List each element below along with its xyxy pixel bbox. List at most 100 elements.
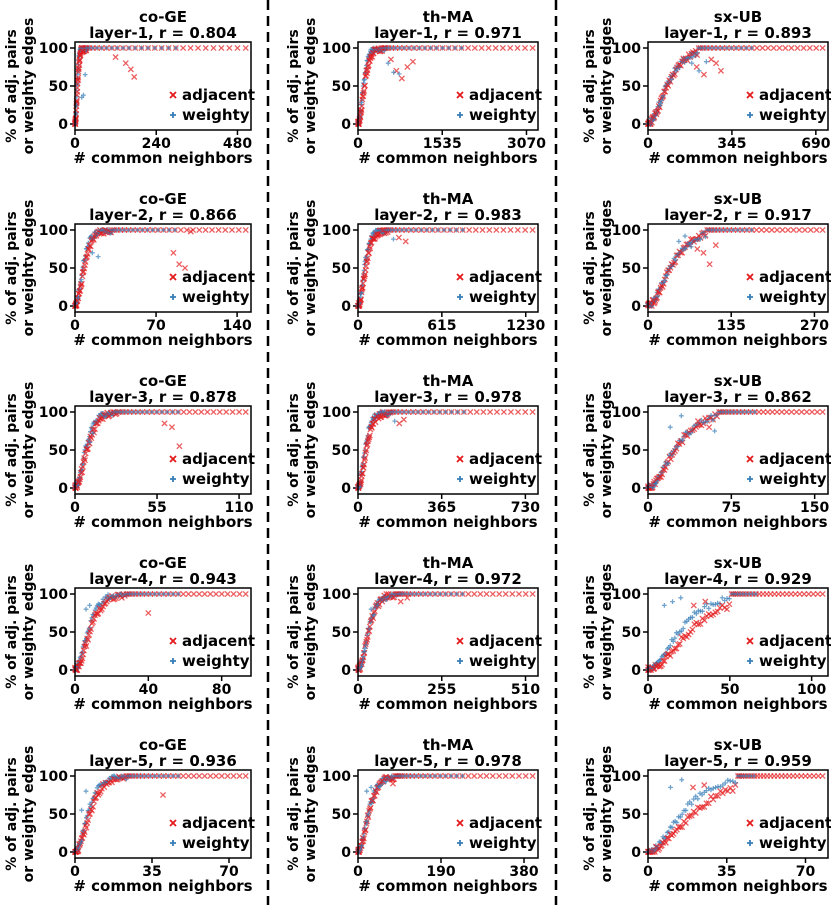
x-axis-label: # common neighbors <box>358 877 537 895</box>
y-tick-label: 50 <box>49 79 69 95</box>
y-tick-label: 50 <box>49 625 69 641</box>
weighty-point <box>165 773 171 779</box>
chart-title-dataset: co-GE <box>139 372 187 390</box>
x-tick-label: 0 <box>353 864 363 880</box>
adjacent-point <box>235 226 242 234</box>
x-axis-label: # common neighbors <box>648 149 827 167</box>
weighty-point <box>441 227 447 233</box>
legend: adjacent weighty <box>456 86 542 124</box>
legend-adjacent-label: adjacent <box>759 86 831 104</box>
adjacent-point <box>176 261 183 268</box>
adjacent-point <box>692 809 699 817</box>
adjacent-point <box>682 819 689 827</box>
legend: adjacent weighty <box>169 86 255 124</box>
adjacent-point <box>515 590 523 598</box>
adjacent-point <box>805 590 812 598</box>
x-tick-label: 0 <box>353 318 363 334</box>
chart-title-dataset: th-MA <box>423 190 474 208</box>
y-tick-label: 0 <box>341 663 351 679</box>
adjacent-point <box>483 590 490 598</box>
adjacent-point <box>487 408 494 416</box>
weighty-point <box>164 409 170 415</box>
legend-adjacent-marker <box>746 455 754 463</box>
y-axis-label-line2: or weighty edges <box>599 382 615 519</box>
adjacent-point <box>187 44 194 52</box>
weighty-point <box>726 227 732 233</box>
weighty-point <box>748 409 753 415</box>
adjacent-point <box>814 408 821 416</box>
legend: adjacent weighty <box>746 268 831 306</box>
y-axis-label-line1: % of adj. pairs <box>582 575 598 688</box>
x-axis-label: # common neighbors <box>648 695 827 713</box>
legend-adjacent-label: adjacent <box>469 632 542 650</box>
y-tick-label: 100 <box>39 41 68 57</box>
y-axis-label-line2: or weighty edges <box>21 382 37 519</box>
adjacent-point <box>493 226 500 234</box>
adjacent-point <box>76 57 83 64</box>
adjacent-point <box>366 432 373 439</box>
plot-area-frame <box>74 405 252 495</box>
weighty-point <box>680 626 686 631</box>
x-axis-label: # common neighbors <box>648 513 827 531</box>
adjacent-point <box>224 772 231 780</box>
plot-area-frame <box>647 223 829 313</box>
adjacent-point <box>370 615 377 622</box>
adjacent-point <box>395 234 402 241</box>
adjacent-point <box>362 826 369 833</box>
weighty-point <box>744 409 749 415</box>
chart-title-dataset: sx-UB <box>714 554 762 572</box>
adjacent-point <box>398 75 405 82</box>
adjacent-point <box>170 249 177 256</box>
adjacent-point <box>87 626 94 633</box>
plot-area-frame <box>647 41 829 131</box>
y-axis-label-line1: % of adj. pairs <box>582 211 598 324</box>
legend: adjacent weighty <box>169 632 255 670</box>
adjacent-point <box>400 416 407 423</box>
adjacent-point <box>478 44 485 52</box>
legend-weighty-label: weighty <box>469 834 537 852</box>
adjacent-point <box>764 408 771 416</box>
y-tick-label: 100 <box>322 587 351 603</box>
weighty-point <box>368 785 374 790</box>
adjacent-point <box>706 261 713 268</box>
adjacent-point <box>222 226 229 234</box>
weighty-point <box>95 254 101 259</box>
plot-area-frame <box>357 223 539 313</box>
weighty-point <box>689 60 695 66</box>
adjacent-point <box>661 657 668 665</box>
weighty-point <box>679 777 685 783</box>
y-tick-label: 0 <box>341 481 351 497</box>
legend-adjacent-label: adjacent <box>469 268 542 286</box>
legend: adjacent weighty <box>746 814 831 852</box>
chart-title-layer: layer-1, r = 0.893 <box>664 24 812 42</box>
plot-area-frame <box>357 769 539 859</box>
adjacent-point <box>357 479 364 486</box>
weighty-point <box>385 60 391 66</box>
x-tick-label: 0 <box>353 682 363 698</box>
weighty-point <box>432 773 438 779</box>
adjacent-point <box>529 44 536 52</box>
weighty-point <box>460 227 466 233</box>
x-axis-label: # common neighbors <box>358 513 537 531</box>
adjacent-point <box>819 772 826 780</box>
adjacent-point <box>360 835 367 842</box>
adjacent-point <box>370 797 377 804</box>
weighty-point <box>143 591 149 597</box>
weighty-point <box>733 45 739 51</box>
adjacent-point <box>371 792 378 799</box>
adjacent-point <box>658 661 666 668</box>
adjacent-point <box>471 772 478 780</box>
weighty-point <box>443 773 448 779</box>
adjacent-point <box>85 817 92 824</box>
adjacent-point <box>700 71 708 78</box>
adjacent-point <box>507 226 514 234</box>
adjacent-point <box>180 772 187 780</box>
weighty-point <box>662 277 668 283</box>
adjacent-point <box>365 813 372 821</box>
weighty-point <box>690 614 695 620</box>
weighty-point <box>703 234 708 240</box>
